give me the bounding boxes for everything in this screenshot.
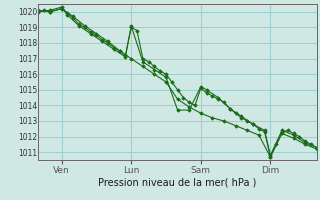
X-axis label: Pression niveau de la mer( hPa ): Pression niveau de la mer( hPa ) [99, 177, 257, 187]
